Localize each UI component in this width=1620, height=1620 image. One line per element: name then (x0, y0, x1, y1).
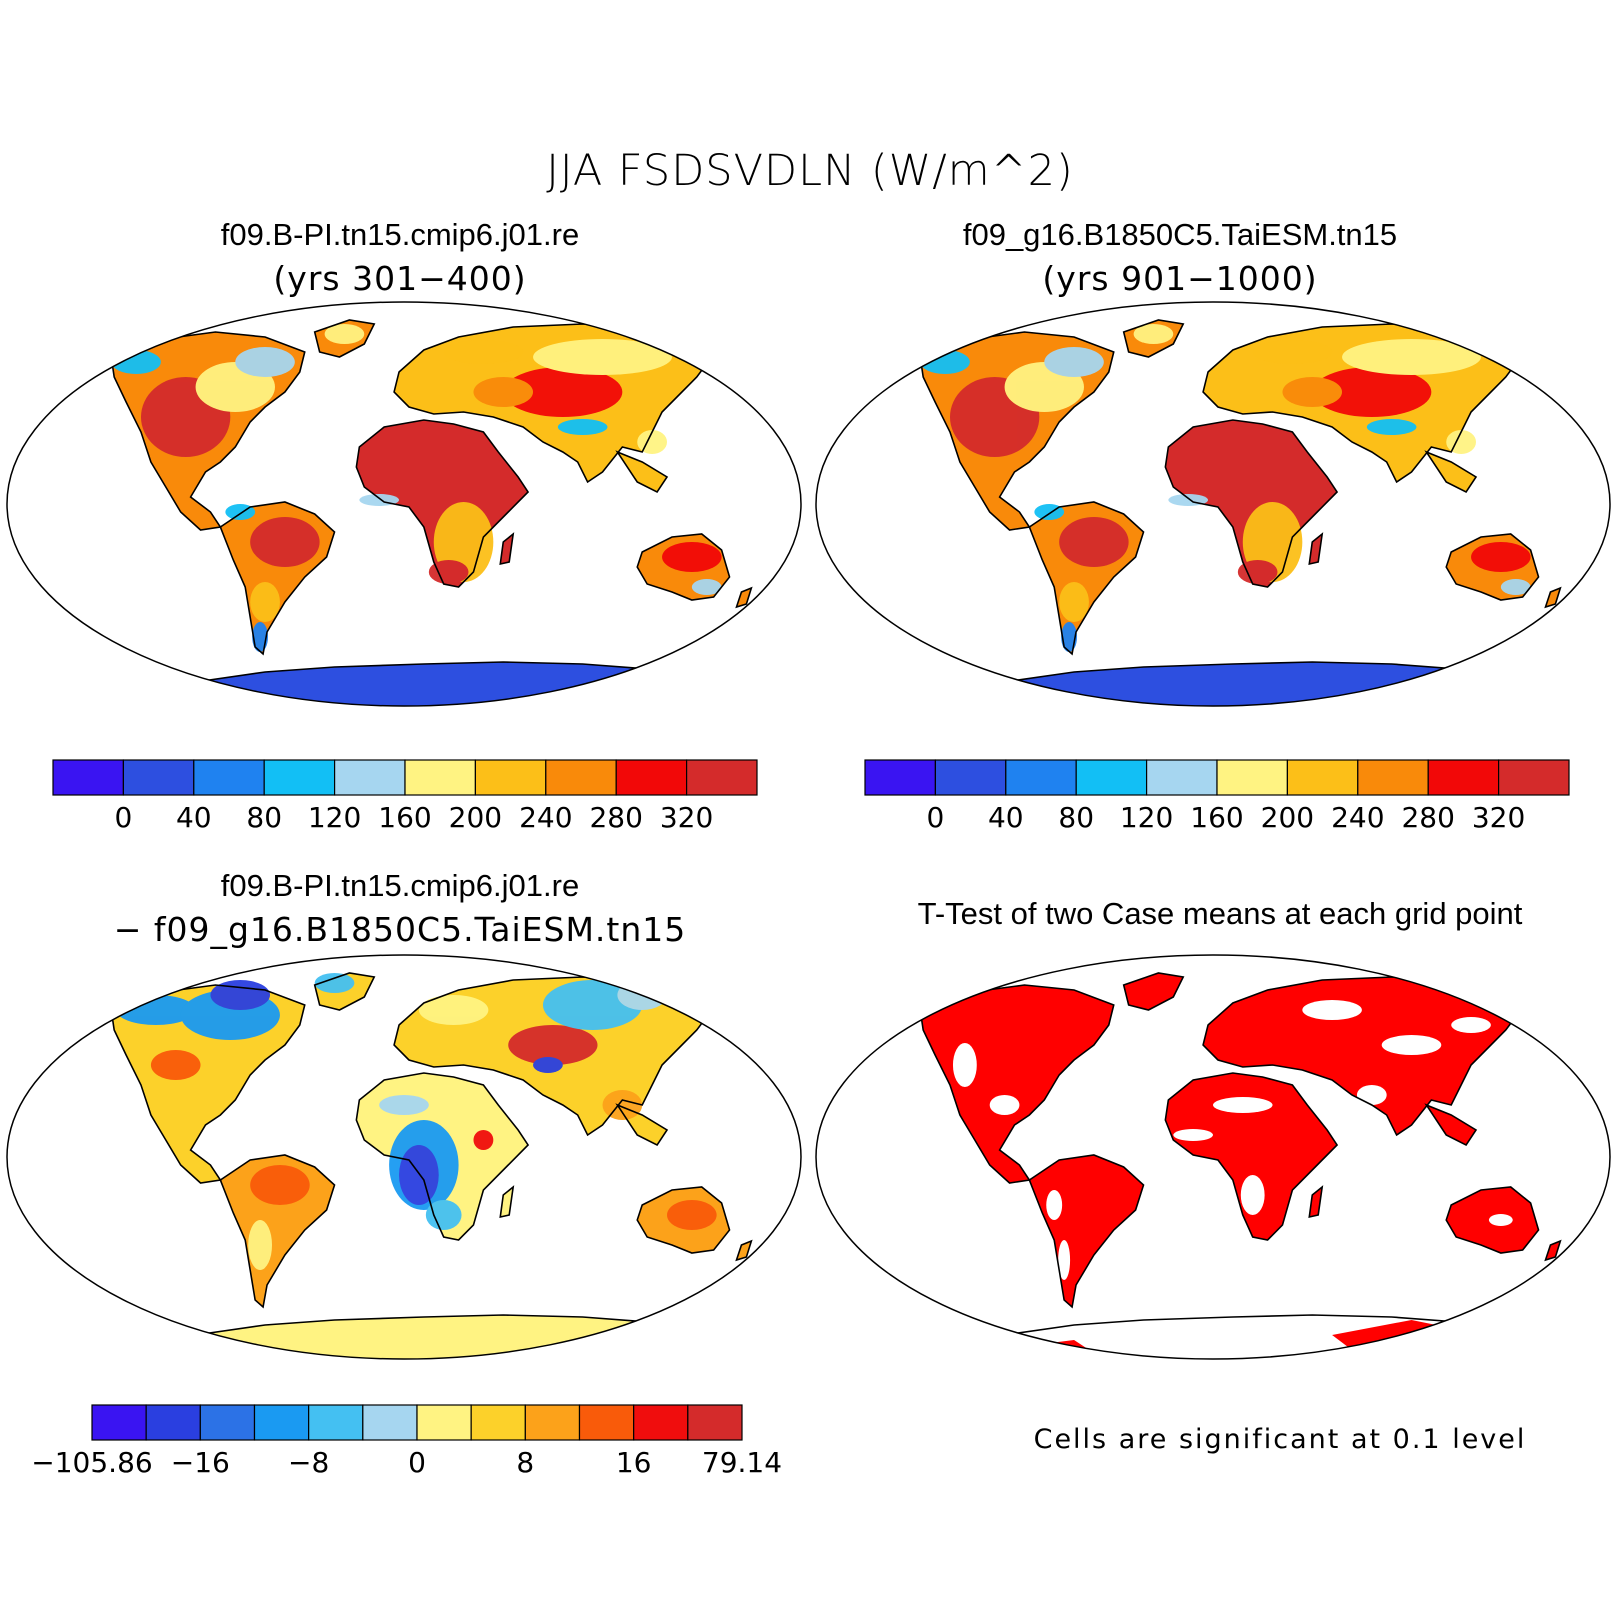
diff-subtitle: − f09_g16.B1850C5.TaiESM.tn15 (113, 910, 687, 949)
colorbar-case1-swatch (615, 759, 688, 796)
colorbar-case2-swatch (1075, 759, 1148, 796)
case2-subtitle: (yrs 901−1000) (1042, 259, 1318, 298)
colorbar-case1-label: 320 (660, 801, 713, 834)
colorbar-difference-swatch (416, 1404, 472, 1441)
colorbar-case2-label: 80 (1058, 801, 1094, 834)
colorbar-case1-swatch (52, 759, 125, 796)
colorbar-difference-swatch (253, 1404, 310, 1441)
colorbar-difference-swatch (470, 1404, 526, 1441)
map-case2 (815, 301, 1611, 707)
map-case1 (6, 301, 802, 707)
colorbar-case2-label: 320 (1472, 801, 1525, 834)
colorbar-case1-swatch (193, 759, 265, 796)
colorbar-case2-swatch (1286, 759, 1359, 796)
colorbar-case2-label: 120 (1120, 801, 1173, 834)
colorbar-difference-swatch (145, 1404, 201, 1441)
colorbar-case2-label: 240 (1331, 801, 1384, 834)
colorbar-case2-swatch (1216, 759, 1289, 796)
colorbar-case1-swatch (545, 759, 617, 796)
colorbar-difference-label: −105.86 (31, 1446, 152, 1479)
colorbar-difference-swatch (687, 1404, 743, 1441)
colorbar-difference-label: 8 (516, 1446, 534, 1479)
colorbar-difference-swatch (308, 1404, 364, 1441)
colorbar-case2-swatch (1145, 759, 1218, 796)
colorbar-case1-label: 0 (114, 801, 132, 834)
significance-note: Cells are significant at 0.1 level (1033, 1424, 1527, 1455)
colorbar-case1-label: 40 (176, 801, 212, 834)
colorbar-case1-swatch (334, 759, 406, 796)
colorbar-difference-label: −8 (288, 1446, 329, 1479)
colorbar-case1: 0 40 80 120 160 200 240 280 320 (52, 759, 758, 834)
case1-subtitle: (yrs 301−400) (273, 259, 527, 298)
colorbar-difference-label: 79.14 (702, 1446, 782, 1479)
colorbar-case1-label: 160 (378, 801, 431, 834)
case2-title: f09_g16.B1850C5.TaiESM.tn15 (962, 217, 1398, 252)
colorbar-case2-swatch (864, 759, 937, 796)
colorbar-case2: 0 40 80 120 160 200 240 280 320 (864, 759, 1570, 834)
colorbar-case2-label: 0 (926, 801, 944, 834)
colorbar-case1-label: 200 (449, 801, 502, 834)
colorbar-case2-label: 160 (1190, 801, 1243, 834)
case1-title: f09.B-PI.tn15.cmip6.j01.re (220, 217, 580, 252)
colorbar-case1-swatch (685, 759, 758, 796)
colorbar-difference-swatch (91, 1404, 147, 1441)
colorbar-case2-label: 40 (988, 801, 1024, 834)
colorbar-case1-swatch (474, 759, 547, 796)
colorbar-case1-swatch (122, 759, 195, 796)
colorbar-difference-swatch (524, 1404, 581, 1441)
colorbar-difference: −105.86 −16 −8 0 8 16 79.14 (31, 1404, 782, 1479)
colorbar-case2-swatch (1427, 759, 1500, 796)
colorbar-difference-label: 16 (616, 1446, 652, 1479)
colorbar-case1-label: 120 (308, 801, 361, 834)
colorbar-case2-label: 280 (1401, 801, 1454, 834)
map-difference (6, 954, 802, 1360)
colorbar-case2-swatch (1357, 759, 1429, 796)
colorbar-case1-label: 80 (246, 801, 282, 834)
colorbar-difference-swatch (578, 1404, 635, 1441)
colorbar-case2-swatch (1005, 759, 1077, 796)
colorbar-difference-swatch (199, 1404, 256, 1441)
colorbar-case1-swatch (404, 759, 477, 796)
colorbar-difference-label: −16 (171, 1446, 230, 1479)
colorbar-case1-swatch (263, 759, 336, 796)
colorbar-case2-label: 200 (1261, 801, 1314, 834)
colorbar-case2-swatch (934, 759, 1007, 796)
colorbar-difference-swatch (362, 1404, 418, 1441)
colorbar-case2-swatch (1497, 759, 1570, 796)
figure-title: JJA FSDSVDLN (W/m^2) (546, 146, 1074, 196)
colorbar-case1-label: 240 (519, 801, 572, 834)
diff-title: f09.B-PI.tn15.cmip6.j01.re (220, 868, 580, 903)
map-ttest (815, 954, 1611, 1360)
colorbar-difference-swatch (633, 1404, 689, 1441)
colorbar-difference-label: 0 (408, 1446, 426, 1479)
colorbar-case1-label: 280 (589, 801, 642, 834)
ttest-title: T-Test of two Case means at each grid po… (917, 896, 1523, 931)
